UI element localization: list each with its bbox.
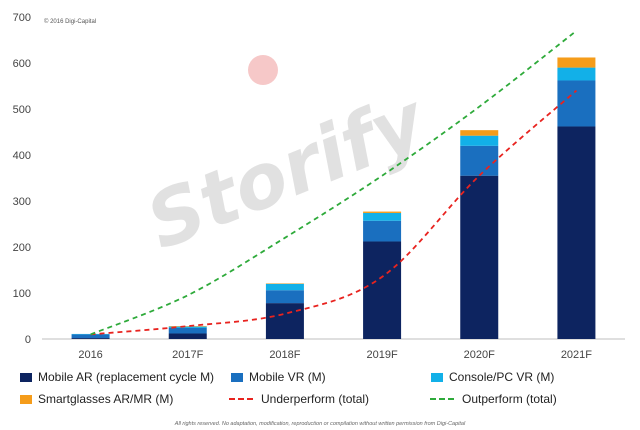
bar-segment [265,290,304,304]
y-tick-label: 100 [13,288,31,300]
y-tick-label: 700 [13,12,31,24]
legend-label: Outperform (total) [462,392,557,406]
y-tick-label: 600 [13,58,31,70]
trend-lines [90,30,578,336]
trend-line [90,30,577,336]
legend-swatch [20,394,32,404]
bar-segment [168,326,207,328]
watermark-logo-icon [248,55,278,85]
bar-segment [71,334,110,339]
legend-label: Smartglasses AR/MR (M) [38,392,174,406]
stacked-bar-chart: Storify © 2016 Digi-Capital 010020030040… [13,12,625,361]
x-tick-label: 2017F [172,349,203,361]
bar-segment [363,211,402,213]
bar-segment [460,175,499,339]
bar-segment [557,57,596,68]
y-tick-label: 200 [13,242,31,254]
bar-segment [557,126,596,339]
bar-segment [460,135,499,146]
bar-segment [363,212,402,221]
bar-segment [363,241,402,339]
y-tick-label: 0 [25,334,31,346]
legend-line [229,398,253,400]
legend-item-smartglasses: Smartglasses AR/MR (M) [20,392,173,406]
bar-segment [557,80,596,127]
trend-line [90,89,578,336]
x-tick-label: 2020F [464,349,495,361]
x-tick-label: 2016 [78,349,102,361]
bar-segment [265,283,304,291]
copyright-text: © 2016 Digi-Capital [44,18,96,25]
bar-segment [71,338,110,339]
x-tick-label: 2021F [561,349,592,361]
bar-segment [265,303,304,339]
bar-segment [460,145,499,176]
x-tick-label: 2018F [269,349,300,361]
legend-label: Underperform (total) [261,392,370,406]
legend-line [430,398,454,400]
legend-item-outperform: Outperform (total) [430,392,557,406]
footer-disclaimer: All rights reserved. No adaptation, modi… [174,421,466,427]
bar-segment [168,327,207,334]
y-tick-label: 300 [13,196,31,208]
legend: Mobile AR (replacement cycle M) Mobile V… [0,368,640,408]
legend-item-mobile-vr: Mobile VR (M) [231,370,326,384]
legend-item-console-pc-vr: Console/PC VR (M) [431,370,554,384]
legend-item-underperform: Underperform (total) [229,392,369,406]
legend-swatch [431,372,443,382]
axes: 0 100 200 300 400 500 600 700 2016 2017F 2018F 2019… [13,12,625,361]
x-tick-label: 2019F [366,349,397,361]
y-tick-label: 400 [13,150,31,162]
legend-label: Mobile VR (M) [249,370,326,384]
bar-segment [363,220,402,242]
bar-segment [557,67,596,81]
legend-swatch [20,372,32,382]
legend-item-mobile-ar: Mobile AR (replacement cycle M) [20,370,214,384]
legend-swatch [231,372,243,382]
bars [71,57,596,339]
bar-segment [460,130,499,136]
legend-label: Mobile AR (replacement cycle M) [38,370,215,384]
y-tick-label: 500 [13,104,31,116]
bar-segment [168,333,207,339]
legend-label: Console/PC VR (M) [449,370,555,384]
